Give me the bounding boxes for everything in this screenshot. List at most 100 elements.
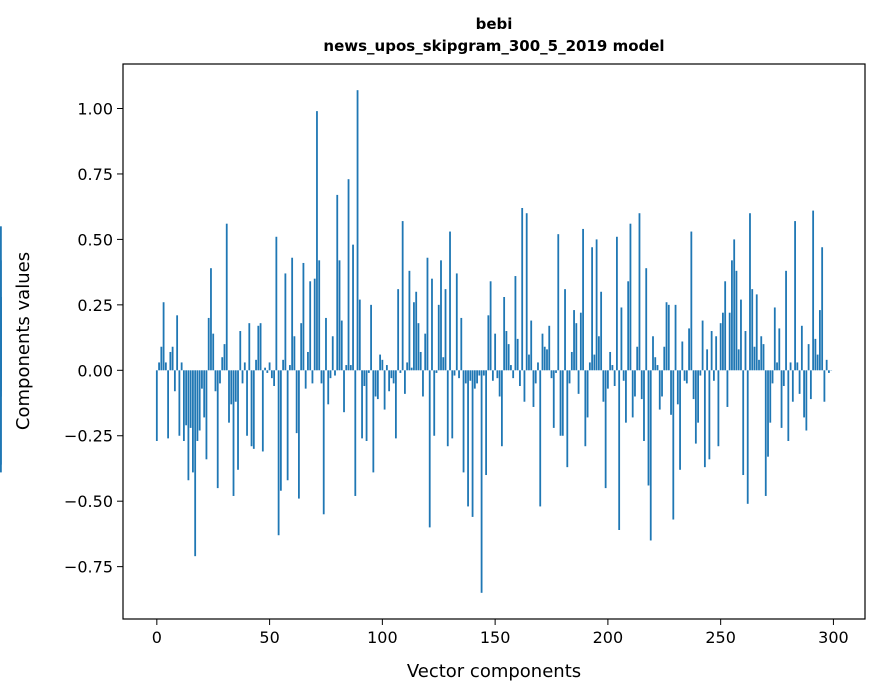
bar <box>598 336 600 370</box>
bar <box>372 370 374 472</box>
bar <box>388 370 390 391</box>
bar <box>675 305 677 370</box>
bar <box>742 370 744 475</box>
y-tick-label: 0.25 <box>77 296 113 315</box>
bar <box>573 310 575 370</box>
bar <box>738 349 740 370</box>
bar <box>185 370 187 425</box>
bar <box>625 370 627 422</box>
bar <box>551 370 553 378</box>
bar <box>418 323 420 370</box>
x-tick-label: 50 <box>259 628 279 647</box>
bar <box>330 370 332 378</box>
bar <box>303 263 305 370</box>
bar <box>695 370 697 443</box>
bar <box>636 347 638 371</box>
bar <box>781 370 783 428</box>
bar <box>221 357 223 370</box>
bar <box>539 370 541 506</box>
bar <box>239 331 241 370</box>
bar <box>544 347 546 371</box>
bar <box>654 357 656 370</box>
bar <box>334 370 336 375</box>
bar <box>253 370 255 449</box>
bar <box>756 294 758 370</box>
bar <box>172 347 174 371</box>
bar <box>718 370 720 446</box>
bar <box>528 355 530 371</box>
bar <box>381 360 383 370</box>
x-tick-label: 250 <box>705 628 736 647</box>
bar <box>548 326 550 371</box>
bar <box>345 365 347 370</box>
bar <box>323 370 325 514</box>
bar <box>0 226 2 370</box>
bar <box>623 370 625 380</box>
bar <box>411 368 413 371</box>
bar <box>210 268 212 370</box>
bar <box>566 370 568 467</box>
bar <box>318 260 320 370</box>
bar <box>199 370 201 430</box>
bar <box>454 370 456 375</box>
bar <box>436 370 438 373</box>
bar <box>206 370 208 459</box>
bar <box>327 370 329 404</box>
bar <box>465 370 467 383</box>
bar <box>535 370 537 383</box>
bar <box>321 370 323 383</box>
bar <box>370 305 372 370</box>
bar <box>307 352 309 370</box>
bar <box>487 315 489 370</box>
bar <box>397 289 399 370</box>
bar <box>309 281 311 370</box>
x-tick-label: 200 <box>593 628 624 647</box>
bar <box>533 370 535 407</box>
bar <box>433 370 435 435</box>
bar <box>517 339 519 370</box>
bar <box>808 344 810 370</box>
y-tick-label: 1.00 <box>77 100 113 119</box>
bar <box>368 370 370 373</box>
bar <box>406 362 408 370</box>
plot-frame <box>123 64 865 619</box>
bar <box>720 323 722 370</box>
y-tick-label: 0.50 <box>77 230 113 249</box>
bar <box>325 318 327 370</box>
bar <box>826 360 828 370</box>
bar <box>562 370 564 435</box>
bar <box>564 289 566 370</box>
bar <box>251 370 253 446</box>
bar <box>659 370 661 409</box>
bar <box>589 362 591 370</box>
bar <box>814 339 816 370</box>
bar <box>404 370 406 394</box>
bar <box>264 368 266 371</box>
bar <box>702 321 704 371</box>
x-axis-label: Vector components <box>407 661 581 682</box>
bar <box>652 336 654 370</box>
bar <box>305 370 307 388</box>
bar <box>490 281 492 370</box>
y-axis-label: Components values <box>13 252 34 430</box>
bar <box>393 370 395 383</box>
bar <box>666 302 668 370</box>
bar <box>578 370 580 394</box>
bar <box>375 370 377 396</box>
bar <box>300 323 302 370</box>
bar <box>427 258 429 371</box>
bar <box>627 281 629 370</box>
bar <box>736 271 738 370</box>
bar <box>677 370 679 404</box>
bar <box>639 213 641 370</box>
bar <box>794 221 796 370</box>
bar <box>354 370 356 496</box>
bar <box>255 360 257 370</box>
bar <box>699 370 701 375</box>
bar <box>715 336 717 370</box>
bar <box>650 370 652 540</box>
bar <box>824 370 826 401</box>
bar <box>740 300 742 371</box>
bar <box>803 370 805 417</box>
bar <box>679 370 681 469</box>
